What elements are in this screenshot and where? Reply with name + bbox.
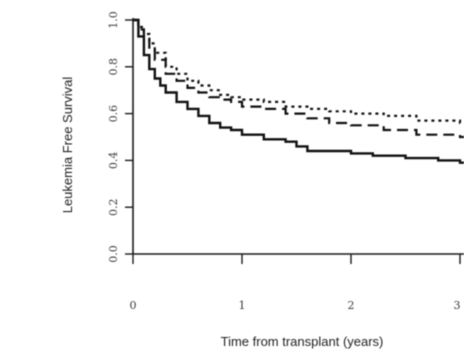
y-tick-label: 0.8 [107, 58, 120, 76]
y-tick-label: 1.0 [107, 11, 120, 29]
x-tick-label: 3 [454, 299, 461, 312]
series-line-dashed [133, 18, 464, 139]
series-line-solid [133, 18, 464, 164]
series-line-dotted [133, 18, 464, 125]
y-tick-label: 0.6 [107, 105, 120, 123]
y-axis-title: Leukemia Free Survival [60, 77, 75, 214]
x-tick-label: 0 [130, 299, 137, 312]
x-tick-label: 1 [239, 299, 246, 312]
y-tick-label: 0.2 [107, 198, 120, 216]
y-tick-label: 0.0 [107, 245, 120, 263]
x-tick-label: 2 [348, 299, 355, 312]
series-layer [133, 18, 464, 164]
x-axis-title: Time from transplant (years) [221, 334, 384, 349]
axes-layer [132, 18, 464, 255]
y-tick-label: 0.4 [107, 152, 120, 170]
ticks-layer: 0.0 0.2 0.4 0.6 0.8 1.0 0 1 2 3 [107, 11, 461, 312]
